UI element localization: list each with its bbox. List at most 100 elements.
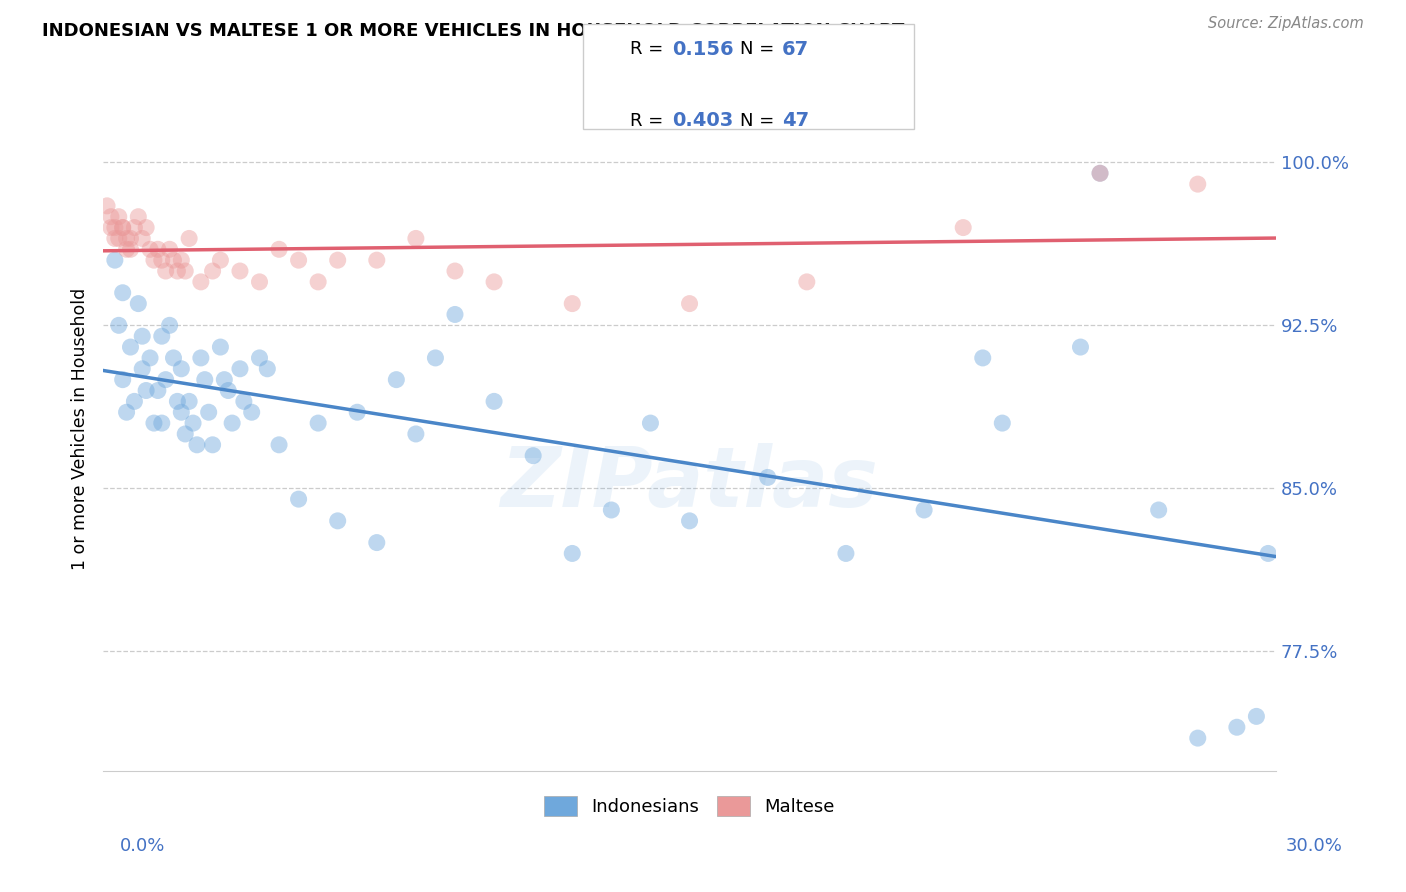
Point [267, 438, 290, 452]
Point [444, 264, 467, 278]
Point [482, 394, 505, 409]
Point [115, 231, 138, 245]
Point [1147, 503, 1170, 517]
Point [174, 264, 197, 278]
Point [107, 231, 129, 245]
Point [912, 503, 935, 517]
Point [522, 449, 544, 463]
Point [209, 253, 232, 268]
Point [166, 394, 188, 409]
Point [107, 318, 129, 333]
Point [100, 210, 122, 224]
Text: 30.0%: 30.0% [1286, 837, 1343, 855]
Point [111, 220, 134, 235]
Point [190, 275, 212, 289]
Text: Source: ZipAtlas.com: Source: ZipAtlas.com [1208, 16, 1364, 31]
Point [425, 351, 447, 365]
Text: R =: R = [630, 40, 669, 58]
Point [166, 264, 188, 278]
Point [209, 340, 232, 354]
Point [111, 373, 134, 387]
Point [756, 470, 779, 484]
Point [600, 503, 623, 517]
Point [201, 438, 224, 452]
Point [179, 394, 201, 409]
Text: 0.403: 0.403 [672, 112, 734, 130]
Point [385, 373, 408, 387]
Point [170, 361, 193, 376]
Point [1246, 709, 1268, 723]
Point [135, 220, 157, 235]
Point [326, 253, 349, 268]
Point [1069, 340, 1091, 354]
Point [111, 220, 134, 235]
Point [229, 361, 252, 376]
Point [111, 285, 134, 300]
Point [120, 231, 142, 245]
Point [100, 220, 122, 235]
Point [150, 416, 173, 430]
Point [139, 351, 162, 365]
Point [640, 416, 662, 430]
Point [131, 231, 153, 245]
Point [952, 220, 974, 235]
Point [287, 492, 309, 507]
Point [186, 438, 208, 452]
Point [107, 210, 129, 224]
Point [326, 514, 349, 528]
Y-axis label: 1 or more Vehicles in Household: 1 or more Vehicles in Household [72, 287, 89, 570]
Point [1187, 177, 1209, 191]
Point [142, 253, 165, 268]
Point [307, 275, 329, 289]
Point [96, 199, 118, 213]
Point [139, 242, 162, 256]
Point [127, 210, 149, 224]
Point [170, 253, 193, 268]
Point [267, 242, 290, 256]
Text: 0.0%: 0.0% [120, 837, 165, 855]
Point [104, 253, 127, 268]
Point [174, 426, 197, 441]
Point [287, 253, 309, 268]
Point [229, 264, 252, 278]
Point [405, 231, 427, 245]
Text: ZIPatlas: ZIPatlas [501, 442, 879, 524]
Point [190, 351, 212, 365]
Point [796, 275, 818, 289]
Text: R =: R = [630, 112, 669, 129]
Point [181, 416, 204, 430]
Point [561, 296, 583, 310]
Point [194, 373, 217, 387]
Point [1088, 166, 1111, 180]
Point [159, 242, 181, 256]
Point [444, 308, 467, 322]
Point [678, 296, 700, 310]
Point [972, 351, 994, 365]
Point [1257, 546, 1279, 560]
Point [221, 416, 243, 430]
Point [214, 373, 236, 387]
Point [1226, 720, 1249, 734]
Text: N =: N = [740, 112, 779, 129]
Point [307, 416, 329, 430]
Point [150, 253, 173, 268]
Point [405, 426, 427, 441]
Point [482, 275, 505, 289]
Point [104, 220, 127, 235]
Point [131, 329, 153, 343]
Point [104, 231, 127, 245]
Point [249, 275, 271, 289]
Point [115, 405, 138, 419]
Point [146, 242, 169, 256]
Point [835, 546, 858, 560]
Point [366, 253, 388, 268]
Point [159, 318, 181, 333]
Point [155, 264, 177, 278]
Text: 67: 67 [782, 40, 808, 59]
Point [146, 384, 169, 398]
Point [131, 361, 153, 376]
Point [170, 405, 193, 419]
Point [135, 384, 157, 398]
Point [1187, 731, 1209, 745]
Point [162, 253, 184, 268]
